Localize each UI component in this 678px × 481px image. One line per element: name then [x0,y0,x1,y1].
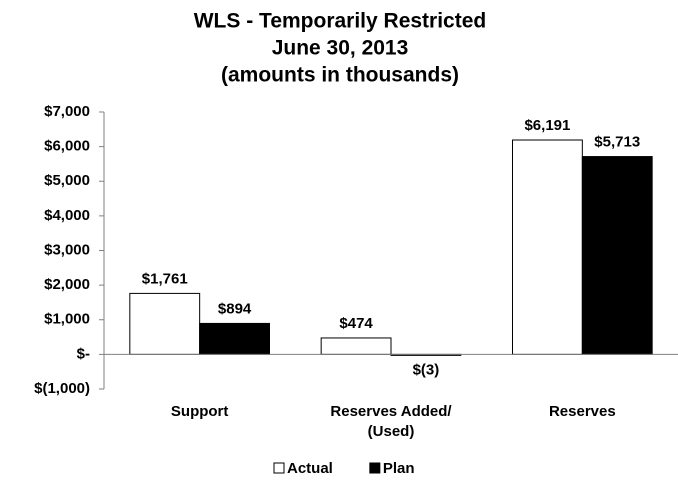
y-tick-label: $7,000 [44,103,90,120]
bar [129,292,201,355]
y-tick-label: $6,000 [44,138,90,155]
legend-swatch [273,462,285,474]
y-tick-label: $1,000 [44,311,90,328]
value-label: $1,761 [142,270,188,287]
value-label: $(3) [413,361,440,378]
y-tick-label: $4,000 [44,207,90,224]
legend-label: Actual [287,460,333,477]
x-tick-label: (Used) [368,423,415,440]
y-tick-label: $3,000 [44,241,90,258]
x-tick-label: Support [171,403,229,420]
y-tick-label: $- [77,345,90,362]
y-tick-label: $(1,000) [34,380,90,397]
value-label: $5,713 [594,134,640,151]
bar [320,337,392,355]
chart-title: WLS - Temporarily Restricted [194,10,487,33]
bar [199,322,271,355]
value-label: $474 [339,315,373,332]
legend-label: Plan [383,460,415,477]
legend-swatch [369,462,381,474]
x-tick-label: Reserves Added/ [330,403,452,420]
value-label: $6,191 [524,117,570,134]
bar [581,156,653,355]
bar [511,139,583,355]
chart-title: (amounts in thousands) [221,64,459,87]
chart-title: June 30, 2013 [272,37,409,60]
y-tick-label: $5,000 [44,172,90,189]
value-label: $894 [218,300,252,317]
x-tick-label: Reserves [549,403,616,420]
y-tick-label: $2,000 [44,276,90,293]
